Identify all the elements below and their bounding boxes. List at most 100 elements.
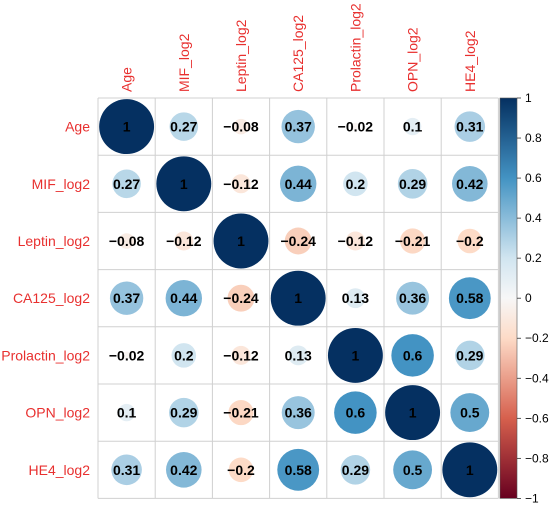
row-label: MIF_log2 [32,176,91,192]
correlation-value: 0.36 [399,290,426,306]
correlation-circle-HE4_log2-OPN_log2 [393,450,433,490]
colorbar-tick-label: 0.2 [525,251,542,265]
correlation-value: −0.12 [338,233,374,249]
correlation-circle-Leptin_log2-OPN_log2 [400,228,426,254]
correlation-value: −0.02 [109,347,145,363]
correlation-value: 0.37 [113,290,140,306]
correlation-value: −0.2 [227,462,255,478]
correlation-value: −0.08 [109,233,145,249]
correlation-value: −0.02 [338,119,374,135]
correlation-circle-HE4_log2-Age [111,454,142,486]
correlation-circle-MIF_log2-MIF_log2 [156,156,212,212]
column-label: HE4_log2 [462,30,478,92]
correlation-circle-Leptin_log2-Prolactin_log2 [345,231,365,251]
correlation-circle-Leptin_log2-Leptin_log2 [213,213,269,269]
colorbar-tick-label: 0.4 [525,211,542,225]
column-labels: Age MIF_log2 Leptin_log2 CA125_log2 Prolacti… [119,3,478,92]
correlation-value: 0.6 [403,347,423,363]
row-label: Age [65,119,90,135]
correlation-circle-Prolactin_log2-Age [122,351,131,360]
correlation-value: −0.12 [223,347,259,363]
correlation-circle-Age-Prolactin_log2 [351,122,360,131]
correlation-circle-Leptin_log2-CA125_log2 [284,227,312,255]
correlation-circles [99,99,498,498]
correlation-value: 0.58 [456,290,483,306]
correlation-value: 0.29 [399,176,426,192]
correlation-circle-MIF_log2-HE4_log2 [452,166,488,202]
correlation-value: 1 [123,119,131,135]
correlation-circle-HE4_log2-Leptin_log2 [228,457,254,483]
correlation-value: 0.31 [113,462,140,478]
correlation-value: 0.42 [170,462,197,478]
correlation-value: 0.1 [117,405,137,421]
correlation-value: 0.29 [170,405,197,421]
colorbar-tick-label: 1 [525,91,532,105]
correlation-value: −0.12 [166,233,202,249]
correlation-value: 0.13 [342,290,369,306]
correlation-circle-HE4_log2-CA125_log2 [277,448,320,491]
correlation-value: 0.31 [456,119,483,135]
correlation-circle-MIF_log2-Age [112,169,141,199]
correlation-value: 0.1 [403,119,423,135]
correlation-value: 0.29 [456,347,483,363]
correlation-circle-HE4_log2-MIF_log2 [166,452,202,488]
column-label: Age [119,67,135,92]
correlation-circle-Leptin_log2-MIF_log2 [174,231,194,251]
correlation-circle-Prolactin_log2-MIF_log2 [171,343,197,368]
correlation-value: 0.58 [285,462,312,478]
correlation-value: −0.12 [223,176,259,192]
correlation-value: −0.24 [280,233,316,249]
correlation-circle-Prolactin_log2-OPN_log2 [391,334,434,377]
correlation-value: 0.36 [285,405,312,421]
correlation-value: 1 [352,347,360,363]
correlation-circle-Age-HE4_log2 [454,111,486,142]
correlation-value: 0.13 [285,347,312,363]
correlation-value: 0.27 [170,119,197,135]
colorbar-tick-label: 0.6 [525,171,542,185]
correlation-circle-CA125_log2-MIF_log2 [165,279,203,317]
colorbar-tick-label: 0 [525,291,532,305]
correlation-circle-OPN_log2-MIF_log2 [169,397,199,428]
row-label: Prolactin_log2 [1,347,90,363]
row-label: Leptin_log2 [18,233,91,249]
correlation-circle-CA125_log2-Prolactin_log2 [345,288,366,309]
correlation-circle-CA125_log2-CA125_log2 [270,270,326,326]
correlation-circle-Prolactin_log2-HE4_log2 [455,340,485,371]
row-labels: Age MIF_log2 Leptin_log2 CA125_log2 Prolacti… [1,119,90,478]
correlation-circle-Leptin_log2-Age [118,233,135,249]
correlation-circle-Prolactin_log2-CA125_log2 [288,345,309,366]
correlation-circle-OPN_log2-OPN_log2 [385,385,441,441]
column-label: Leptin_log2 [233,19,249,92]
correlation-value: 0.44 [285,176,312,192]
correlation-values: 1 0.27 −0.08 0.37 −0.02 0.1 0.31 0.27 1 −0.12 0.44… [109,119,484,478]
correlation-circle-Leptin_log2-HE4_log2 [457,228,483,254]
grid [97,97,499,499]
correlation-circle-OPN_log2-Age [117,403,136,422]
correlation-circle-OPN_log2-CA125_log2 [281,396,315,430]
colorbar-tick-label: −0.6 [525,411,549,425]
correlation-value: 0.2 [174,347,194,363]
correlation-value: 1 [466,462,474,478]
row-label: CA125_log2 [13,290,90,306]
correlation-circle-OPN_log2-HE4_log2 [450,393,490,433]
correlation-circle-CA125_log2-HE4_log2 [448,277,491,320]
correlation-circle-CA125_log2-Leptin_log2 [227,284,255,312]
correlation-value: 1 [409,405,417,421]
column-label: MIF_log2 [176,33,192,92]
correlation-circle-MIF_log2-CA125_log2 [279,165,317,203]
correlation-value: −0.21 [223,405,259,421]
column-label: Prolactin_log2 [347,3,363,92]
correlation-value: −0.21 [395,233,431,249]
colorbar-tick-label: −1 [525,491,539,505]
correlation-circle-Age-OPN_log2 [403,117,422,136]
colorbar: 1 0.8 0.6 0.4 0.2 0 −0.2 −0.4 −0.6 −0.8 −1 [499,91,549,505]
correlation-value: −0.24 [223,290,259,306]
colorbar-gradient [499,97,518,499]
row-label: HE4_log2 [29,462,91,478]
correlation-value: −0.2 [456,233,484,249]
correlation-value: 0.5 [460,405,480,421]
colorbar-tick-label: −0.4 [525,371,549,385]
correlation-circle-OPN_log2-Leptin_log2 [228,400,254,426]
correlation-circle-Age-MIF_log2 [169,112,199,141]
